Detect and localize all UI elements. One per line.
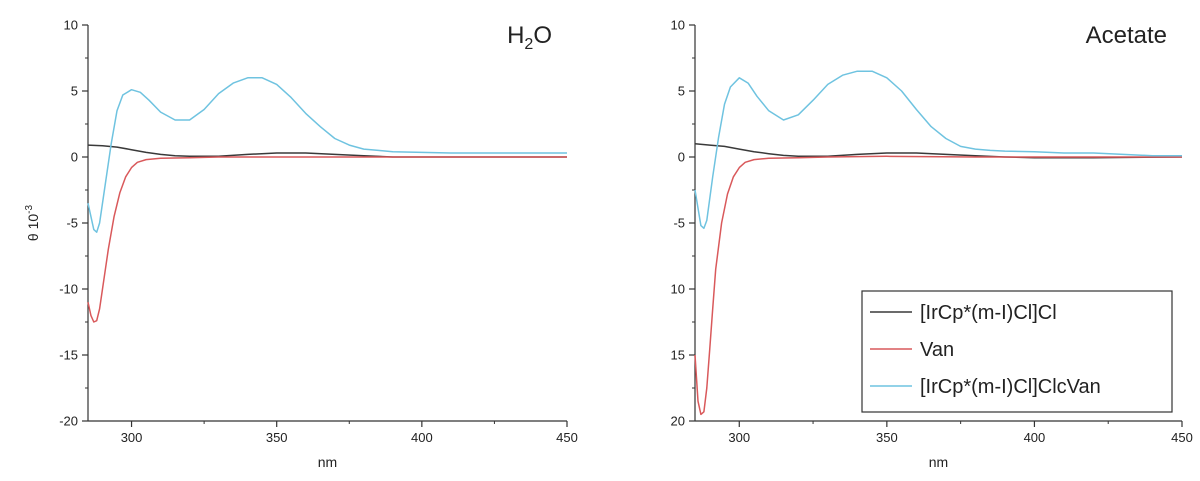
x-tick-label: 300 <box>728 430 750 445</box>
x-tick-label: 450 <box>1171 430 1193 445</box>
x-tick-label: 450 <box>556 430 578 445</box>
y-tick-label: 15 <box>671 348 685 363</box>
x-axis-label: nm <box>929 454 948 470</box>
y-tick-label: -5 <box>66 216 78 231</box>
y-tick-label: -5 <box>673 216 685 231</box>
y-tick-label: 5 <box>71 84 78 99</box>
x-tick-label: 350 <box>266 430 288 445</box>
legend-entry-1: [IrCp*(m-I)Cl]Cl <box>920 302 1057 324</box>
panel-title-subscript: 2 <box>524 36 533 53</box>
y-axis-label-exponent: -3 <box>24 204 35 213</box>
series-line-3 <box>694 70 1182 230</box>
y-tick-label: 20 <box>671 414 685 429</box>
series-line-2 <box>694 155 1182 416</box>
chart-legend: [IrCp*(m-I)Cl]Cl Van [IrCp*(m-I)Cl]ClcVan <box>861 290 1173 413</box>
y-tick-label: 0 <box>71 150 78 165</box>
x-axis-label: nm <box>318 454 337 470</box>
y-axis-label-base: θ 10 <box>25 214 41 241</box>
panel-title-part: O <box>533 22 552 49</box>
chart-panel-h2o: 10 5 0 -5 -10 -15 -20 300 350 400 450 nm θ 10-3 H2O <box>24 18 578 471</box>
series-line-2 <box>87 156 567 323</box>
x-tick-label: 350 <box>876 430 898 445</box>
legend-entry-3: [IrCp*(m-I)Cl]ClcVan <box>920 376 1101 398</box>
y-tick-label: 10 <box>64 18 78 33</box>
x-tick-label: 400 <box>411 430 433 445</box>
series-line-1 <box>694 143 1183 159</box>
y-tick-label: 10 <box>671 18 685 33</box>
chart-panel-acetate: 10 5 0 -5 10 15 20 300 350 400 450 nm Acetate <box>671 18 1193 471</box>
series-line-3 <box>87 77 567 233</box>
y-axis-label: θ 10-3 <box>24 204 41 241</box>
y-tick-label: -10 <box>59 282 78 297</box>
y-tick-label: -20 <box>59 414 78 429</box>
y-tick-label: 10 <box>671 282 685 297</box>
legend-entry-2: Van <box>920 339 954 361</box>
x-tick-label: 300 <box>121 430 143 445</box>
x-tick-label: 400 <box>1024 430 1046 445</box>
y-tick-label: 0 <box>678 150 685 165</box>
panel-title: Acetate <box>1086 22 1167 49</box>
series-line-1 <box>87 144 567 158</box>
legend-box <box>861 290 1173 413</box>
y-tick-label: -15 <box>59 348 78 363</box>
panel-title-part: H <box>507 22 524 49</box>
panel-title: H2O <box>507 22 552 53</box>
y-tick-label: 5 <box>678 84 685 99</box>
